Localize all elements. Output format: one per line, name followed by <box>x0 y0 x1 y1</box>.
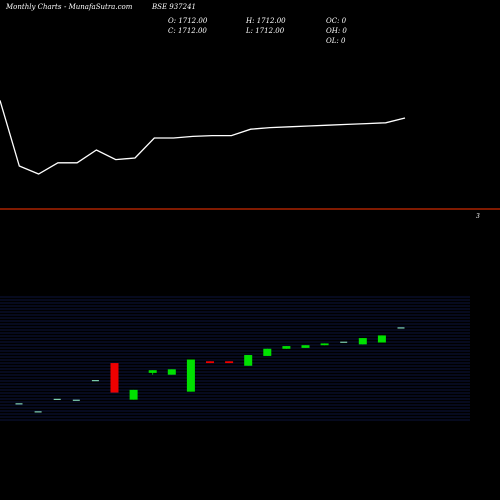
oh-value: OH: 0 <box>326 27 347 35</box>
symbol-label: BSE 937241 <box>152 3 196 11</box>
candle-body <box>282 346 291 349</box>
volume-label: 3 <box>476 213 480 220</box>
close-value: C: 1712.00 <box>168 27 207 35</box>
candle-body <box>110 363 119 393</box>
price-line <box>0 100 406 175</box>
candle-grid <box>0 296 470 421</box>
candle-body <box>358 338 367 345</box>
candle-body <box>206 361 214 364</box>
candle-body <box>320 343 329 346</box>
candle-body <box>263 348 272 356</box>
oc-value: OC: 0 <box>326 17 347 25</box>
candle-body <box>244 355 253 366</box>
candle-body <box>225 361 234 364</box>
candle-body <box>340 341 348 343</box>
chart-brand: Monthly Charts <box>6 3 62 11</box>
candles <box>15 327 405 413</box>
low-value: L: 1712.00 <box>246 27 285 35</box>
candle-body <box>397 327 405 329</box>
open-value: O: 1712.00 <box>168 17 208 25</box>
high-value: H: 1712.00 <box>246 17 286 25</box>
candle-body <box>377 335 386 343</box>
candle-body <box>148 370 157 373</box>
candle-body <box>72 399 80 401</box>
candle-body <box>91 380 99 382</box>
site-name: - MunafaSutra.com <box>64 3 133 11</box>
ol-value: OL: 0 <box>326 37 346 45</box>
candle-body <box>53 398 61 400</box>
candle-body <box>186 359 195 392</box>
candle-body <box>34 411 42 413</box>
candle-body <box>129 389 138 400</box>
candle-body <box>15 403 23 405</box>
candle-body <box>167 369 176 375</box>
candle-body <box>301 345 310 348</box>
